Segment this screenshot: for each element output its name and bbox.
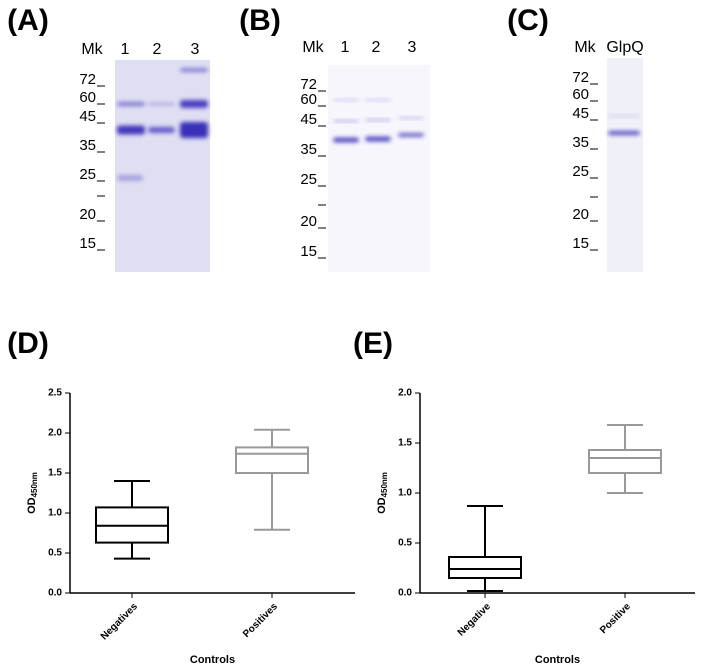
y-tick-label: 0.5 bbox=[398, 538, 412, 549]
lane-label: 3 bbox=[408, 39, 417, 56]
marker-label: 45 bbox=[79, 108, 96, 125]
marker-label: 35 bbox=[572, 134, 589, 151]
lane-label: 1 bbox=[341, 39, 350, 56]
y-tick-label: 0.5 bbox=[48, 548, 62, 559]
x-tick-label: Negative bbox=[456, 601, 494, 639]
lane-label: GlpQ bbox=[606, 39, 643, 56]
marker-label: 15 bbox=[572, 235, 589, 252]
gel-band bbox=[608, 115, 640, 117]
marker-label: 72 bbox=[79, 71, 96, 88]
gel-band bbox=[333, 120, 359, 122]
marker-label: 15 bbox=[79, 235, 96, 252]
gel-band bbox=[117, 175, 143, 181]
y-tick-label: 1.0 bbox=[48, 508, 62, 519]
marker-header: Mk bbox=[302, 39, 324, 56]
gel bbox=[328, 65, 430, 272]
marker-label: 45 bbox=[572, 105, 589, 122]
marker-label: 45 bbox=[300, 111, 317, 128]
marker-label: 20 bbox=[572, 206, 589, 223]
x-tick-label: Negatives bbox=[99, 601, 140, 642]
panel-label: (D) bbox=[7, 327, 49, 360]
marker-header: Mk bbox=[574, 39, 596, 56]
y-axis-label: OD450nm bbox=[26, 472, 39, 514]
y-tick-label: 1.5 bbox=[48, 468, 62, 479]
y-axis-label-sub: 450nm bbox=[30, 472, 39, 497]
marker-label: 25 bbox=[572, 163, 589, 180]
marker-label: 60 bbox=[79, 89, 96, 106]
x-axis-label: Controls bbox=[535, 654, 580, 666]
gel-band bbox=[117, 102, 145, 106]
box bbox=[588, 449, 662, 474]
lane-label: 3 bbox=[191, 41, 200, 58]
marker-label: 25 bbox=[300, 171, 317, 188]
y-tick-label: 0.0 bbox=[398, 588, 412, 599]
y-axis-label-main: OD bbox=[376, 497, 388, 514]
x-tick-label: Positives bbox=[241, 601, 280, 640]
panel-label: (E) bbox=[353, 327, 393, 360]
gel-band bbox=[398, 117, 424, 119]
panel-label: (C) bbox=[507, 4, 549, 37]
panel-label: (A) bbox=[7, 4, 49, 37]
panel-label: (B) bbox=[239, 4, 281, 37]
y-tick-label: 2.5 bbox=[48, 388, 62, 399]
gel-band bbox=[117, 125, 145, 135]
marker-label: 35 bbox=[79, 137, 96, 154]
gel-band bbox=[333, 99, 359, 101]
y-tick-label: 2.0 bbox=[398, 388, 412, 399]
box bbox=[448, 556, 522, 579]
gel bbox=[115, 60, 210, 272]
gel-band bbox=[180, 100, 208, 108]
marker-label: 60 bbox=[572, 86, 589, 103]
gel-band bbox=[180, 68, 208, 72]
y-tick-label: 1.0 bbox=[398, 488, 412, 499]
marker-label: 72 bbox=[572, 69, 589, 86]
gel-band bbox=[365, 99, 391, 101]
lane-label: 2 bbox=[153, 41, 162, 58]
gel-band bbox=[148, 102, 175, 106]
y-axis-label: OD450nm bbox=[376, 472, 389, 514]
lane-label: 2 bbox=[372, 39, 381, 56]
marker-label: 20 bbox=[300, 213, 317, 230]
gel bbox=[607, 58, 643, 272]
gel-band bbox=[365, 119, 391, 121]
y-tick-label: 0.0 bbox=[48, 588, 62, 599]
gel-band bbox=[148, 127, 175, 133]
marker-label: 20 bbox=[79, 206, 96, 223]
x-axis-label: Controls bbox=[190, 654, 235, 666]
marker-label: 60 bbox=[300, 91, 317, 108]
gel-band bbox=[398, 133, 424, 137]
marker-label: 35 bbox=[300, 141, 317, 158]
y-tick-label: 2.0 bbox=[48, 428, 62, 439]
x-tick-label: Positive bbox=[598, 601, 633, 636]
marker-label: 25 bbox=[79, 166, 96, 183]
lane-label: 1 bbox=[121, 41, 130, 58]
gel-band bbox=[333, 137, 359, 143]
gel-band bbox=[180, 122, 208, 138]
gel-band bbox=[608, 131, 640, 135]
box bbox=[235, 446, 309, 474]
marker-label: 15 bbox=[300, 243, 317, 260]
marker-label: 72 bbox=[300, 76, 317, 93]
y-axis-label-main: OD bbox=[26, 497, 38, 514]
y-tick-label: 1.5 bbox=[398, 438, 412, 449]
marker-header: Mk bbox=[81, 41, 103, 58]
gel-band bbox=[365, 136, 391, 142]
y-axis-label-sub: 450nm bbox=[380, 472, 389, 497]
